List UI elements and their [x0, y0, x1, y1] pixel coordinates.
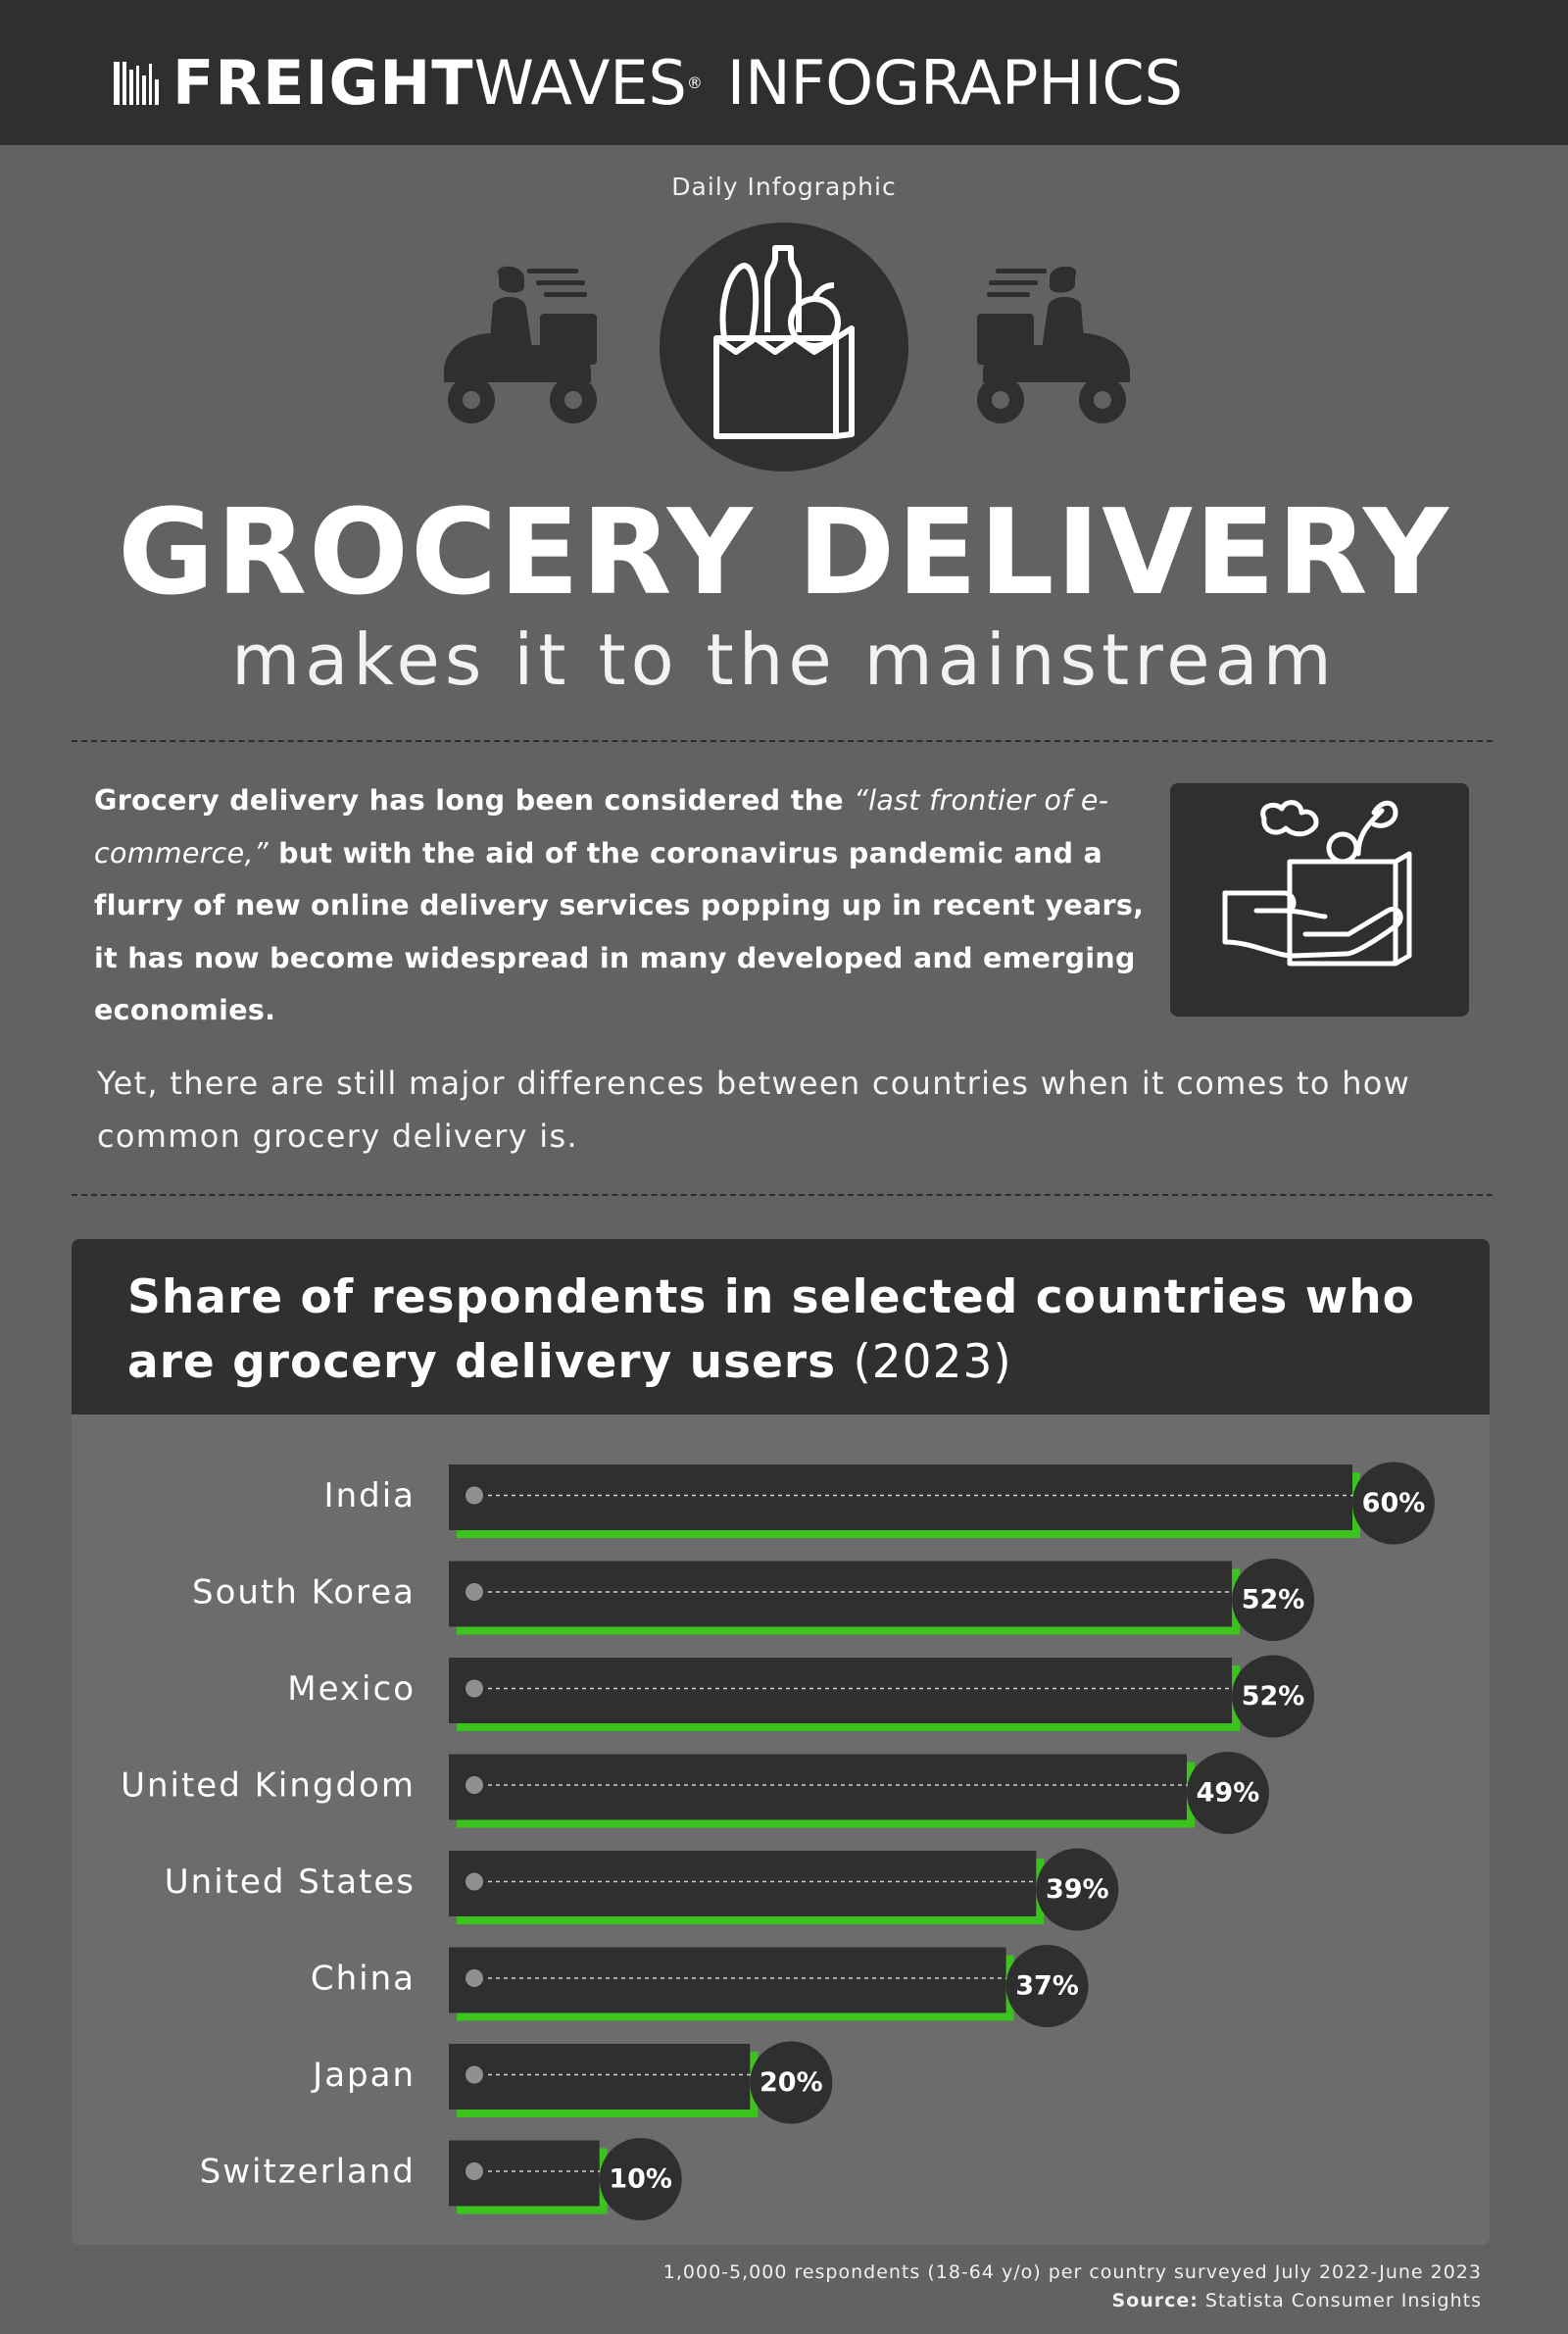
value-badge	[1036, 1848, 1119, 1931]
delivery-scooter-icon	[444, 266, 597, 423]
brand-light: WAVES	[473, 47, 687, 119]
value-label: 52%	[1242, 1585, 1305, 1615]
intro-text-1: Grocery delivery has long been considere…	[94, 784, 855, 817]
source-credit: Source: Statista Consumer Insights	[1111, 2290, 1482, 2311]
category-label: United States	[165, 1862, 416, 1902]
source-text: Statista Consumer Insights	[1198, 2290, 1482, 2311]
bar-dot	[466, 1969, 483, 1987]
value-label: 49%	[1197, 1778, 1260, 1809]
intro-paragraph: Grocery delivery has long been considere…	[94, 774, 1172, 1037]
bar-dot	[466, 1486, 483, 1505]
value-label: 10%	[609, 2164, 672, 2195]
value-badge	[1232, 1559, 1315, 1641]
value-label: 52%	[1242, 1681, 1305, 1712]
category-label: China	[311, 1960, 416, 1999]
header-bar: FREIGHTWAVES® INFOGRAPHICS	[0, 0, 1568, 145]
page-subtitle: makes it to the mainstream	[231, 619, 1337, 701]
bar	[449, 1851, 1037, 1916]
category-label: Mexico	[287, 1669, 416, 1709]
bar-dot	[466, 1776, 483, 1794]
brand-bold: FREIGHT	[172, 47, 474, 119]
intro-quote: “last frontier of e-commerce,”	[94, 784, 1109, 869]
bar-dot	[466, 1583, 483, 1601]
freightwaves-logo-icon	[114, 62, 159, 105]
grocery-bag-icon	[713, 245, 855, 439]
brand-suffix: INFOGRAPHICS	[726, 47, 1183, 119]
value-badge	[1005, 1945, 1089, 2027]
chart-title-year: (2023)	[853, 1335, 1012, 1389]
value-badge	[750, 2041, 833, 2124]
chart-title: Share of respondents in selected countri…	[127, 1266, 1480, 1395]
bar-dot	[466, 1872, 483, 1891]
bar	[449, 1465, 1352, 1530]
value-badge	[1352, 1462, 1435, 1545]
value-badge	[1232, 1655, 1315, 1738]
brand-wordmark: FREIGHTWAVES® INFOGRAPHICS	[172, 49, 1183, 118]
chart-header: Share of respondents in selected countri…	[72, 1239, 1490, 1415]
bar-dot	[466, 2162, 483, 2180]
value-badge	[599, 2138, 682, 2220]
value-label: 60%	[1362, 1488, 1426, 1518]
bar	[449, 1658, 1233, 1723]
survey-footnote: 1,000-5,000 respondents (18-64 y/o) per …	[662, 2261, 1482, 2283]
category-label: South Korea	[192, 1573, 416, 1613]
category-label: United Kingdom	[121, 1766, 416, 1806]
value-label: 37%	[1015, 1971, 1079, 2002]
category-label: India	[324, 1476, 416, 1515]
hero-illustration	[0, 221, 1568, 472]
dashed-divider	[72, 1194, 1493, 1196]
source-label: Source:	[1111, 2290, 1199, 2311]
chart-panel: India 60% South Korea 52% Mexico 52% United Ki…	[72, 1239, 1490, 2245]
kicker-label: Daily Infographic	[671, 173, 897, 201]
category-label: Switzerland	[200, 2153, 416, 2192]
bar-dot	[466, 2065, 483, 2084]
bar	[449, 1947, 1006, 2013]
bar	[449, 1561, 1233, 1627]
delivery-scooter-icon	[977, 266, 1130, 423]
bar	[449, 2044, 751, 2110]
note-paragraph: Yet, there are still major differences b…	[97, 1065, 1411, 1155]
value-label: 20%	[760, 2067, 823, 2098]
category-label: Japan	[311, 2056, 416, 2095]
value-label: 39%	[1046, 1874, 1109, 1905]
dashed-divider	[72, 740, 1493, 742]
page-title: GROCERY DELIVERY	[118, 485, 1450, 621]
value-badge	[1186, 1752, 1269, 1834]
hand-bag-illustration	[1170, 783, 1469, 1017]
bar-dot	[466, 1679, 483, 1698]
chart-title-text: Share of respondents in selected countri…	[127, 1270, 1415, 1389]
grocery-bag-icon-circle	[660, 223, 908, 472]
bar-chart: India 60% South Korea 52% Mexico 52% United Ki…	[121, 1462, 1435, 2220]
bar	[449, 1754, 1187, 1820]
hand-holding-grocery-bag-icon	[1222, 800, 1412, 967]
intro-text-2: but with the aid of the coronavirus pand…	[94, 836, 1145, 1027]
brand-registered-mark: ®	[686, 74, 704, 92]
